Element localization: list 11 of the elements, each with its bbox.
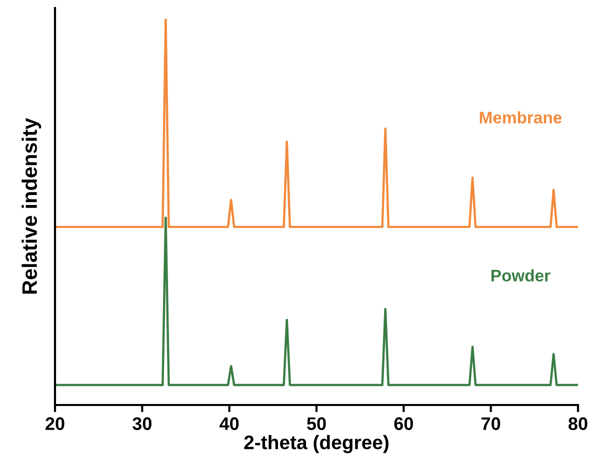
x-tick-label: 20 — [46, 417, 64, 430]
x-tick-label: 50 — [307, 417, 326, 430]
text: Powder — [491, 269, 550, 282]
x-tick-label: 30 — [132, 417, 152, 430]
x-tick-label: 80 — [568, 417, 588, 430]
text: Membrane — [480, 111, 562, 124]
y-axis-title: Relative indensity — [22, 118, 42, 294]
x-tick-label: 60 — [394, 417, 413, 430]
x-tick-label: 40 — [220, 417, 239, 430]
x-tick-label: 70 — [482, 417, 500, 430]
x-axis-title: 2-theta (degree) — [244, 435, 388, 454]
